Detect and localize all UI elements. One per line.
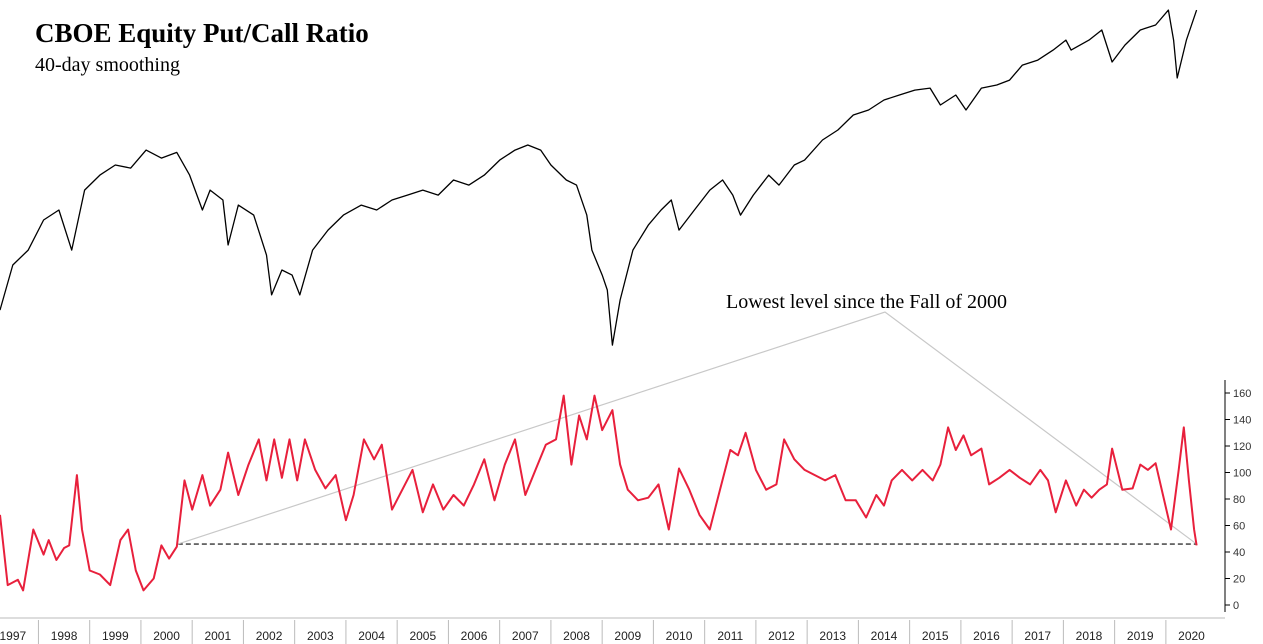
y-tick-label: 100 [1233,468,1251,480]
y-tick-label: 0 [1233,600,1239,612]
x-tick-label: 1998 [51,629,78,643]
x-tick-label: 2012 [768,629,795,643]
x-tick-label: 2003 [307,629,334,643]
y-tick-label: 60 [1233,521,1245,533]
x-tick-label: 2020 [1178,629,1205,643]
y-tick-label: 120 [1233,441,1251,453]
x-tick-label: 2005 [409,629,436,643]
x-tick-label: 1997 [0,629,26,643]
x-tick-label: 2013 [819,629,846,643]
series-line [0,9,1198,346]
x-tick-label: 2010 [666,629,693,643]
x-tick-label: 2002 [256,629,283,643]
y-tick-label: 140 [1233,415,1251,427]
x-tick-label: 1999 [102,629,129,643]
x-tick-label: 2014 [871,629,898,643]
x-tick-label: 2016 [973,629,1000,643]
x-tick-label: 2008 [563,629,590,643]
x-tick-label: 2015 [922,629,949,643]
y-tick-label: 20 [1233,574,1245,586]
x-tick-label: 2009 [614,629,641,643]
x-tick-label: 2017 [1024,629,1051,643]
x-tick-label: 2018 [1076,629,1103,643]
x-tick-label: 2004 [358,629,385,643]
chart-subtitle: 40-day smoothing [35,54,180,76]
x-tick-label: 2007 [512,629,539,643]
x-tick-label: 2000 [153,629,180,643]
annotation: Lowest level since the Fall of 2000 [726,291,1007,313]
series-line [0,394,1198,592]
y-tick-label: 40 [1233,547,1245,559]
annotation-pointer [177,311,1197,545]
x-tick-label: 2019 [1127,629,1154,643]
x-tick-label: 2001 [204,629,231,643]
x-tick-label: 2011 [717,629,743,643]
chart-title: CBOE Equity Put/Call Ratio [35,18,369,48]
y-tick-label: 80 [1233,494,1245,506]
y-tick-label: 160 [1233,388,1251,400]
x-tick-label: 2006 [461,629,488,643]
